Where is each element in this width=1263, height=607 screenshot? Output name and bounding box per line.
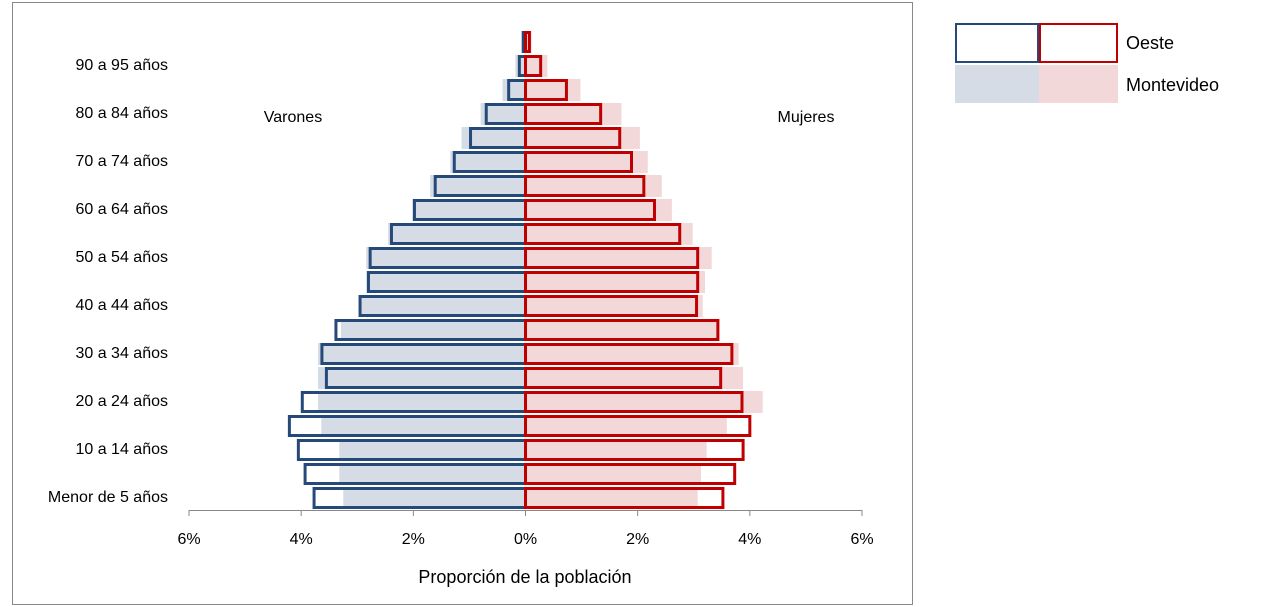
- y-tick-label: 10 a 14 años: [75, 441, 168, 458]
- bar: [524, 79, 568, 101]
- bar: [450, 151, 526, 173]
- y-tick-label: 30 a 34 años: [75, 345, 168, 362]
- x-tick-label: 2%: [402, 531, 425, 548]
- x-tick-label: 0%: [514, 531, 537, 548]
- bar: [388, 223, 526, 245]
- bar: [524, 391, 744, 413]
- bar: [524, 487, 725, 509]
- bar: [430, 175, 526, 197]
- annotation: Varones: [264, 109, 322, 126]
- bar: [525, 175, 662, 197]
- bar: [525, 343, 739, 365]
- y-tick-label: 50 a 54 años: [75, 249, 168, 266]
- x-tick-label: 4%: [290, 531, 313, 548]
- bar: [366, 271, 526, 293]
- bar: [524, 415, 752, 437]
- bar: [525, 79, 581, 101]
- bar: [366, 247, 526, 269]
- bar: [343, 487, 526, 509]
- bar: [524, 343, 734, 365]
- bar: [524, 103, 603, 125]
- y-tick-label: Menor de 5 años: [48, 489, 168, 506]
- bar: [525, 103, 622, 125]
- bar: [360, 295, 526, 317]
- bar: [524, 367, 723, 389]
- bar: [524, 247, 700, 269]
- bar: [524, 127, 622, 149]
- legend-swatch: [955, 23, 1039, 63]
- bar: [525, 463, 702, 485]
- bar: [524, 55, 543, 77]
- bar: [480, 103, 526, 125]
- bar: [524, 31, 531, 53]
- legend-label: Oeste: [1126, 33, 1174, 53]
- bar: [317, 367, 526, 389]
- bar: [412, 199, 526, 221]
- legend-swatch: [1039, 65, 1118, 103]
- legend-swatch: [1039, 23, 1118, 63]
- bar: [321, 415, 526, 437]
- bar: [525, 247, 712, 269]
- y-tick-label: 40 a 44 años: [75, 297, 168, 314]
- x-axis-title: Proporción de la población: [418, 567, 631, 587]
- legend-swatch: [955, 65, 1039, 103]
- bar: [524, 175, 646, 197]
- bar: [525, 439, 707, 461]
- bar: [461, 127, 526, 149]
- y-tick-label: 70 a 74 años: [75, 153, 168, 170]
- x-tick-label: 4%: [738, 531, 761, 548]
- y-tick-label: 90 a 95 años: [75, 57, 168, 74]
- bar: [524, 199, 656, 221]
- y-tick-label: 80 a 84 años: [75, 105, 168, 122]
- legend-label: Montevideo: [1126, 75, 1219, 95]
- y-tick-label: 60 a 64 años: [75, 201, 168, 218]
- bar: [524, 223, 682, 245]
- y-tick-label: 20 a 24 años: [75, 393, 168, 410]
- bar: [525, 271, 705, 293]
- bar: [317, 391, 526, 413]
- bar: [525, 391, 763, 413]
- bar: [525, 199, 672, 221]
- bar: [525, 151, 648, 173]
- bar: [340, 319, 526, 341]
- bar: [524, 151, 633, 173]
- bar: [525, 295, 703, 317]
- bar: [317, 343, 526, 365]
- bar: [502, 79, 526, 101]
- x-tick-label: 6%: [177, 531, 200, 548]
- bar: [524, 463, 737, 485]
- bar: [524, 319, 720, 341]
- x-tick-label: 2%: [626, 531, 649, 548]
- bar: [525, 367, 744, 389]
- bar: [525, 127, 640, 149]
- bar: [339, 463, 526, 485]
- bar: [525, 223, 693, 245]
- bar: [525, 55, 548, 77]
- annotation: Mujeres: [778, 109, 835, 126]
- bar: [525, 319, 720, 341]
- x-tick-label: 6%: [850, 531, 873, 548]
- plot-border: [12, 2, 913, 605]
- bar: [524, 271, 700, 293]
- bar: [524, 295, 699, 317]
- bar: [525, 487, 698, 509]
- bar: [524, 439, 745, 461]
- bar: [339, 439, 526, 461]
- bar: [525, 415, 727, 437]
